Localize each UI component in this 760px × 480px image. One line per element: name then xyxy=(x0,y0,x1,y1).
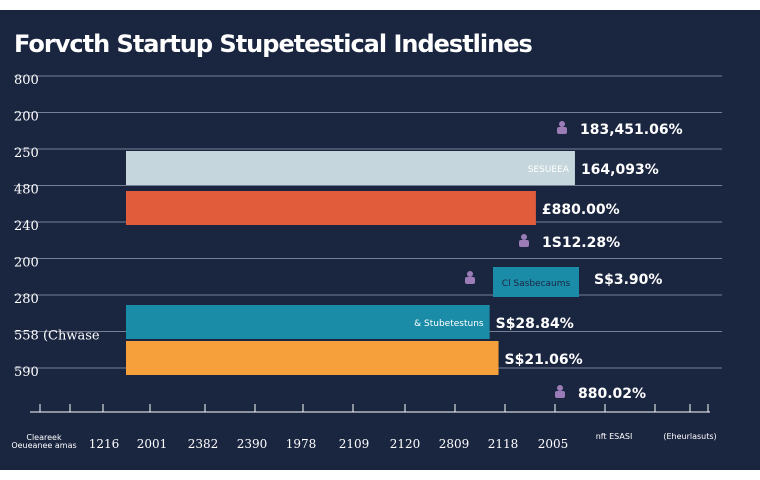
person-icon xyxy=(465,277,475,284)
x-tick-label: 2120 xyxy=(390,437,421,451)
y-tick-label: 200 xyxy=(14,110,39,125)
x-tick-label: 2005 xyxy=(538,437,569,451)
x-tick-label: 2118 xyxy=(488,437,519,451)
bar xyxy=(126,191,536,225)
y-tick-label: 250 xyxy=(14,146,39,161)
bar xyxy=(126,151,575,185)
bar-inner-label: SESUEEA xyxy=(528,165,570,175)
x-left-label: Cleareek xyxy=(26,433,62,442)
bar-value-label: 164,093% xyxy=(581,162,659,178)
x-tick-label: 1978 xyxy=(286,437,317,451)
chart-panel: Forvcth Startup Stupetestical Indestline… xyxy=(0,10,760,470)
bar-value-label: S$21.06% xyxy=(505,352,583,368)
person-icon xyxy=(519,240,529,247)
x-tick-label: 2109 xyxy=(339,437,370,451)
y-tick-label: 200 xyxy=(14,256,39,271)
x-tick-label: 2382 xyxy=(188,437,219,451)
bar-value-label: £880.00% xyxy=(542,202,620,218)
x-tick-label: 2001 xyxy=(137,437,168,451)
x-tick-label: 2809 xyxy=(439,437,470,451)
person-icon xyxy=(557,385,563,391)
y-tick-label: 800 xyxy=(14,73,39,88)
x-left-label: Oeueanee amas xyxy=(11,441,76,450)
y-tick-label: 558 (Chwase xyxy=(14,329,100,344)
callout-label: 183,451.06% xyxy=(580,122,683,138)
callout-label: 1S12.28% xyxy=(542,235,620,251)
person-icon xyxy=(557,127,567,134)
y-tick-label: 240 xyxy=(14,219,39,234)
callout-box xyxy=(493,267,579,297)
y-tick-label: 480 xyxy=(14,183,39,198)
bar-value-label: S$28.84% xyxy=(496,316,574,332)
y-tick-label: 590 xyxy=(14,365,39,380)
callout-label: 880.02% xyxy=(578,386,646,402)
callout-label: S$3.90% xyxy=(594,272,662,288)
x-right-label: nft ESASI xyxy=(596,432,633,441)
x-right-label: (Eheurlasuts) xyxy=(663,432,716,441)
chart-plot: 800 200 250 480 240 200 280 558 (Chwase 590 SESUE… xyxy=(11,73,722,451)
bar xyxy=(126,341,499,375)
person-icon xyxy=(559,121,565,127)
person-icon xyxy=(555,391,565,398)
x-tick-label: 2390 xyxy=(237,437,268,451)
chart-title: Forvcth Startup Stupetestical Indestline… xyxy=(14,30,533,58)
person-icon xyxy=(467,271,473,277)
bar xyxy=(126,305,490,339)
person-icon xyxy=(521,234,527,240)
bar-inner-label: & Stubetestuns xyxy=(414,319,484,329)
y-tick-label: 280 xyxy=(14,292,39,307)
callout-box-label: Cl Sasbecaums xyxy=(502,279,571,289)
x-tick-label: 1216 xyxy=(89,437,120,451)
